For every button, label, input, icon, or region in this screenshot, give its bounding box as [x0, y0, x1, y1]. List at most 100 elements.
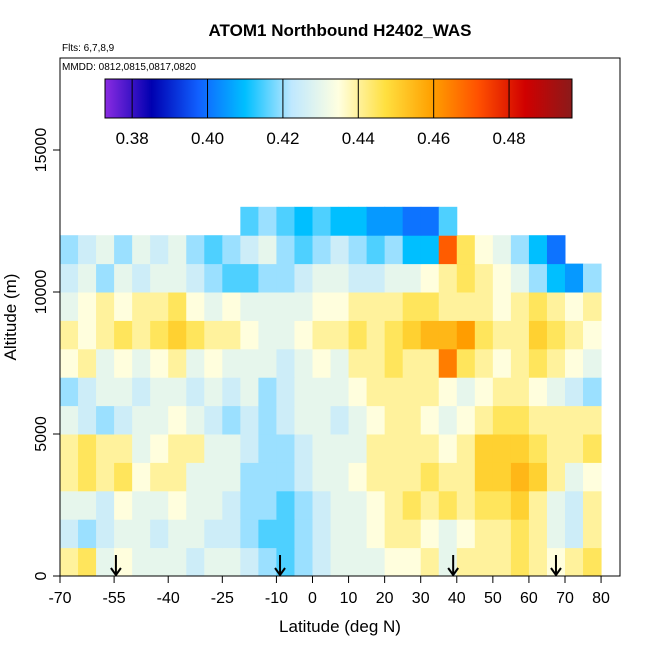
heat-cell [168, 320, 187, 350]
heat-cell [204, 263, 223, 293]
heat-cell [330, 292, 350, 321]
heat-cell [294, 405, 313, 435]
colorbar-tick-label: 0.40 [191, 129, 224, 148]
heat-cell [204, 434, 223, 463]
heat-cell [114, 292, 133, 321]
heat-cell [420, 348, 440, 378]
y-tick-label: 10000 [33, 270, 50, 315]
heat-cell [510, 434, 530, 463]
heat-cell [583, 519, 602, 549]
heat-cell [348, 405, 368, 435]
heat-cell [366, 405, 386, 435]
heat-cell [114, 348, 133, 378]
heat-cell [420, 377, 440, 407]
x-tick-label: 60 [520, 590, 538, 607]
heat-cell [204, 519, 223, 549]
heat-cell [312, 263, 332, 293]
heat-cell [240, 405, 259, 435]
heat-cell [222, 292, 241, 321]
heat-cell [312, 519, 332, 549]
heat-cell [348, 263, 368, 293]
heat-cell [384, 434, 404, 463]
heat-cell [276, 206, 295, 236]
heat-cell [438, 490, 458, 520]
heat-cell [546, 462, 566, 492]
heat-cell [402, 434, 422, 463]
heat-cell [583, 490, 602, 520]
heat-cell [114, 235, 133, 265]
heat-cell [348, 547, 368, 577]
heat-cell [348, 377, 368, 407]
heat-cell [96, 519, 115, 549]
heat-cell [60, 348, 79, 378]
heat-cell [583, 377, 602, 407]
heat-cell [564, 292, 584, 321]
heat-cell [186, 434, 205, 463]
heat-cell [348, 462, 368, 492]
heat-cell [348, 292, 368, 321]
heat-cell [186, 405, 205, 435]
heat-cell [78, 547, 97, 577]
heat-cell [528, 348, 548, 378]
heat-cell [150, 235, 169, 265]
heat-cell [528, 235, 548, 265]
heat-cell [546, 405, 566, 435]
heat-cell [222, 263, 241, 293]
heat-cell [276, 434, 295, 463]
heat-cell [402, 405, 422, 435]
heat-cell [240, 206, 259, 236]
heat-cell [438, 320, 458, 350]
heat-cell [474, 547, 494, 577]
heat-cell [60, 292, 79, 321]
heat-cell [132, 320, 151, 350]
heat-cell [583, 348, 602, 378]
heat-cell [132, 377, 151, 407]
heat-cell [456, 348, 476, 378]
heat-cell [258, 292, 277, 321]
heat-cell [78, 320, 97, 350]
heat-cell [78, 490, 97, 520]
heat-cell [456, 263, 476, 293]
heat-cell [312, 292, 332, 321]
heat-cell [384, 547, 404, 577]
heat-cell [96, 490, 115, 520]
heat-cell [150, 348, 169, 378]
heat-cell [204, 547, 223, 577]
heat-cell [294, 547, 313, 577]
heat-cell [186, 519, 205, 549]
heat-cell [150, 320, 169, 350]
heat-cell [384, 235, 404, 265]
heat-cell [492, 519, 512, 549]
heat-cell [474, 462, 494, 492]
heat-cell [258, 206, 277, 236]
heat-cell [168, 348, 187, 378]
heat-cell [168, 519, 187, 549]
heat-cell [348, 434, 368, 463]
heat-cell [132, 490, 151, 520]
heat-cell [456, 462, 476, 492]
heat-cell [510, 263, 530, 293]
heat-cell [186, 377, 205, 407]
heat-cell [330, 348, 350, 378]
heat-cell [276, 348, 295, 378]
arrow-head [550, 567, 562, 577]
heat-cell [132, 263, 151, 293]
heat-cell [402, 292, 422, 321]
heat-cell [240, 348, 259, 378]
heat-cell [78, 405, 97, 435]
arrow-head [274, 567, 286, 577]
x-tick-label: -25 [211, 590, 234, 607]
x-tick-label: 20 [376, 590, 394, 607]
x-tick-label: -10 [265, 590, 288, 607]
heat-cell [78, 519, 97, 549]
heat-cell [276, 320, 295, 350]
heat-cell [150, 292, 169, 321]
heat-cell [132, 547, 151, 577]
heat-cell [168, 405, 187, 435]
colorbar-tick-label: 0.38 [116, 129, 149, 148]
heat-cell [114, 490, 133, 520]
heat-cell [330, 206, 350, 236]
heat-cell [420, 490, 440, 520]
heat-cell [96, 462, 115, 492]
